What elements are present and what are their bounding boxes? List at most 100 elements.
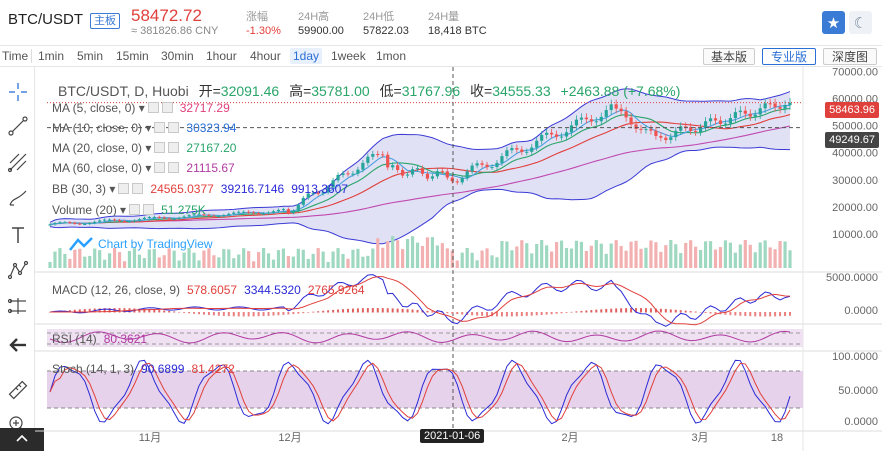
price-chart[interactable]: 70000.0060000.0050000.0040000.0030000.00… bbox=[35, 67, 882, 451]
high-label: 高= bbox=[289, 83, 312, 99]
oscillator-value: 90.6899 bbox=[141, 362, 185, 376]
indicator-settings-icon[interactable] bbox=[154, 142, 166, 153]
candle-body bbox=[361, 162, 365, 170]
indicator-legend[interactable]: BB (30, 3) ▾ 24565.0377 39216.7146 9913.360… bbox=[52, 182, 348, 196]
candle-body bbox=[336, 174, 340, 181]
indicator-legend[interactable]: MA (5, close, 0) ▾ 32717.29 bbox=[52, 101, 230, 115]
macd-histogram-bar bbox=[158, 310, 161, 313]
candle-body bbox=[162, 217, 166, 219]
projection-tool-icon[interactable] bbox=[5, 293, 30, 318]
candle-body bbox=[510, 148, 514, 151]
bollinger-upper-line bbox=[49, 88, 791, 223]
ruler-icon[interactable] bbox=[5, 377, 30, 402]
crosshair-icon[interactable] bbox=[5, 79, 30, 104]
volume-bar bbox=[430, 237, 435, 268]
trend-line-icon[interactable] bbox=[5, 113, 30, 138]
timeframe-toolbar: Time 1min 5min 15min 30min 1hour 4hour 1… bbox=[0, 45, 882, 67]
candle-body bbox=[182, 216, 186, 218]
brush-icon[interactable] bbox=[5, 185, 30, 210]
timeframe-1day[interactable]: 1day bbox=[290, 48, 323, 64]
volume-bar bbox=[649, 240, 653, 268]
collapse-tools-chevron-icon[interactable] bbox=[0, 428, 44, 451]
timeframe-4hour[interactable]: 4hour bbox=[250, 49, 281, 63]
back-arrow-icon[interactable] bbox=[5, 332, 30, 357]
candle-body bbox=[396, 165, 400, 171]
pattern-tool-icon[interactable] bbox=[5, 257, 30, 282]
indicator-legend[interactable]: Volume (20) ▾ 51.275K bbox=[52, 203, 206, 217]
macd-histogram-bar bbox=[197, 312, 200, 315]
dark-mode-moon-icon[interactable]: ☾ bbox=[849, 11, 872, 34]
macd-histogram-bar bbox=[277, 312, 280, 316]
macd-histogram-bar bbox=[739, 312, 742, 316]
volume-bar bbox=[88, 255, 92, 268]
indicator-close-icon[interactable] bbox=[143, 204, 155, 215]
candle-body bbox=[579, 117, 584, 120]
timeframe-time[interactable]: Time bbox=[2, 49, 29, 63]
timeframe-30min[interactable]: 30min bbox=[161, 49, 194, 63]
volume-bar bbox=[609, 243, 613, 268]
volume-bar bbox=[296, 248, 300, 268]
volume-bar bbox=[361, 256, 365, 268]
macd-histogram-bar bbox=[257, 312, 260, 317]
indicator-settings-icon[interactable] bbox=[147, 102, 159, 113]
indicator-settings-icon[interactable] bbox=[118, 183, 130, 194]
timeframe-1mon[interactable]: 1mon bbox=[376, 49, 407, 63]
timeframe-15min[interactable]: 15min bbox=[116, 49, 149, 63]
price-axis-label: 70000.00 bbox=[832, 67, 878, 78]
macd-histogram-bar bbox=[78, 309, 81, 313]
price-cny: ≈ 381826.86 CNY bbox=[131, 25, 219, 37]
timeframe-1hour[interactable]: 1hour bbox=[206, 49, 237, 63]
indicator-settings-icon[interactable] bbox=[129, 204, 141, 215]
candle-body bbox=[753, 114, 757, 117]
volume-bar bbox=[247, 251, 251, 268]
volume-bar bbox=[286, 255, 290, 268]
symbol-title[interactable]: BTC/USDT bbox=[8, 11, 83, 28]
favorite-star-icon[interactable]: ★ bbox=[822, 11, 845, 34]
macd-histogram-bar bbox=[232, 312, 235, 317]
timeframe-5min[interactable]: 5min bbox=[77, 49, 104, 63]
candle-body bbox=[460, 178, 464, 183]
bollinger-lower-line bbox=[49, 146, 791, 245]
volume-bar bbox=[98, 250, 102, 268]
indicator-settings-icon[interactable] bbox=[154, 162, 166, 173]
indicator-close-icon[interactable] bbox=[161, 102, 173, 113]
volume-bar bbox=[505, 241, 509, 268]
indicator-close-icon[interactable] bbox=[168, 122, 180, 133]
fib-tool-icon[interactable] bbox=[5, 149, 30, 174]
timeframe-1week[interactable]: 1week bbox=[331, 49, 366, 63]
macd-histogram-bar bbox=[734, 312, 737, 316]
candle-body bbox=[137, 219, 141, 221]
indicator-value: 24565.0377 bbox=[150, 182, 214, 196]
volume-bar bbox=[748, 244, 752, 268]
macd-histogram-bar bbox=[729, 312, 732, 316]
macd-histogram-bar bbox=[476, 312, 479, 316]
volume-bar bbox=[376, 238, 380, 268]
volume-bar bbox=[182, 252, 186, 268]
volume-bar bbox=[202, 250, 206, 268]
candle-body bbox=[276, 209, 281, 212]
oscillator-legend[interactable]: Stoch (14, 1, 3) 90.6899 81.4272 bbox=[52, 362, 235, 376]
indicator-settings-icon[interactable] bbox=[154, 122, 166, 133]
candle-body bbox=[699, 127, 703, 132]
timeframe-1min[interactable]: 1min bbox=[38, 49, 65, 63]
chart-title: BTC/USDT, D, Huobi bbox=[58, 83, 189, 99]
macd-histogram-bar bbox=[168, 310, 171, 313]
oscillator-value: 3344.5320 bbox=[244, 283, 301, 297]
text-tool-icon[interactable] bbox=[5, 222, 30, 247]
view-depth-button[interactable]: 深度图 bbox=[823, 48, 877, 65]
indicator-close-icon[interactable] bbox=[168, 142, 180, 153]
indicator-close-icon[interactable] bbox=[168, 162, 180, 173]
macd-histogram-bar bbox=[202, 312, 205, 315]
oscillator-legend[interactable]: MACD (12, 26, close, 9) 578.6057 3344.5320… bbox=[52, 283, 365, 297]
macd-histogram-bar bbox=[108, 308, 111, 313]
view-basic-button[interactable]: 基本版 bbox=[703, 48, 755, 65]
indicator-close-icon[interactable] bbox=[132, 183, 144, 194]
volume-bar bbox=[142, 258, 146, 268]
indicator-legend[interactable]: MA (60, close, 0) ▾ 21115.67 bbox=[52, 161, 235, 175]
view-pro-button[interactable]: 专业版 bbox=[762, 48, 816, 65]
indicator-legend[interactable]: MA (10, close, 0) ▾ 30323.94 bbox=[52, 121, 236, 135]
indicator-legend[interactable]: MA (20, close, 0) ▾ 27167.20 bbox=[52, 141, 236, 155]
oscillator-legend[interactable]: RSI (14) 80.3621 bbox=[52, 332, 147, 346]
candle-body bbox=[664, 137, 668, 141]
candle-body bbox=[659, 135, 663, 138]
